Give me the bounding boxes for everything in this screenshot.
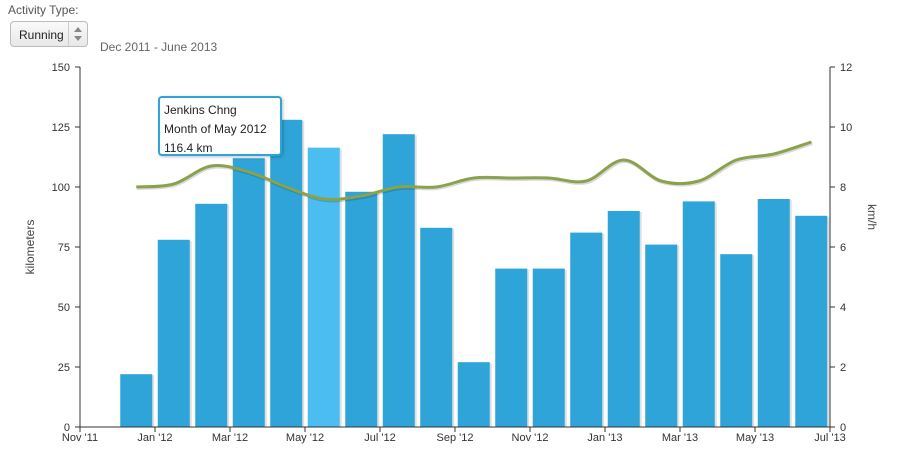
- x-tick-label: Jan '12: [137, 432, 172, 444]
- x-tick-label: Nov '12: [512, 432, 549, 444]
- y-tick-label: 0: [64, 422, 70, 434]
- tooltip-value: 116.4 km: [164, 141, 213, 155]
- bar-6: [345, 191, 378, 427]
- y2-axis-title: km/h: [865, 204, 879, 230]
- bar-11: [532, 268, 565, 427]
- bar-16: [720, 254, 753, 427]
- bar-0: [120, 374, 153, 427]
- tooltip-name: Jenkins Chng: [164, 103, 237, 117]
- y2-tick-label: 12: [840, 62, 852, 74]
- date-range-label: Dec 2011 - June 2013: [100, 40, 218, 54]
- bar-9: [457, 362, 490, 427]
- bar-5: [307, 147, 340, 427]
- bar-series: [120, 119, 830, 428]
- speed-line-series: [136, 140, 813, 203]
- chart-tooltip: Jenkins Chng Month of May 2012 116.4 km: [158, 96, 282, 156]
- select-stepper-icon[interactable]: [68, 22, 87, 46]
- y2-tick-label: 0: [840, 422, 846, 434]
- bar-13: [607, 211, 640, 427]
- x-tick-label: Jan '13: [587, 432, 622, 444]
- x-tick-label: Mar '13: [662, 432, 698, 444]
- x-tick-label: Jul '13: [814, 432, 845, 444]
- y2-tick-label: 4: [840, 302, 846, 314]
- bar-7: [382, 134, 415, 427]
- bar-4: [270, 119, 303, 428]
- bar-1: [157, 239, 190, 427]
- bar-3: [232, 158, 265, 427]
- speed-line: [136, 140, 812, 201]
- y2-tick-label: 10: [840, 122, 852, 134]
- bar-10: [495, 268, 528, 427]
- bar-2: [195, 203, 228, 427]
- x-tick-label: Nov '11: [62, 432, 98, 444]
- x-tick-label: Jul '12: [364, 432, 395, 444]
- x-tick-label: May '13: [736, 432, 774, 444]
- bar-14: [645, 244, 678, 427]
- y-tick-label: 100: [52, 182, 70, 194]
- x-tick-label: Mar '12: [212, 432, 248, 444]
- y-tick-label: 125: [52, 122, 70, 134]
- bar-12: [570, 232, 603, 427]
- bar-8: [420, 227, 453, 427]
- y2-tick-label: 6: [840, 242, 846, 254]
- tooltip-period: Month of May 2012: [164, 122, 267, 136]
- bar-17: [757, 199, 790, 427]
- y2-tick-label: 2: [840, 362, 846, 374]
- y2-tick-label: 8: [840, 182, 846, 194]
- activity-type-value: Running: [19, 28, 64, 42]
- bar-15: [682, 201, 715, 427]
- y-axis-title: kilometers: [23, 220, 37, 275]
- activity-type-label: Activity Type:: [8, 3, 79, 17]
- bar-18: [795, 215, 828, 427]
- y-tick-label: 50: [58, 302, 70, 314]
- chart-axes: 0 25 50 75 100 125 150 0 2 4 6 8 10 12 Nov '11 Jan '12 M…: [23, 62, 879, 444]
- x-tick-label: Sep '12: [437, 432, 474, 444]
- y-tick-label: 25: [58, 362, 70, 374]
- activity-type-select[interactable]: Running: [10, 21, 88, 47]
- x-tick-label: May '12: [286, 432, 324, 444]
- y-tick-label: 150: [52, 62, 70, 74]
- y-tick-label: 75: [58, 242, 70, 254]
